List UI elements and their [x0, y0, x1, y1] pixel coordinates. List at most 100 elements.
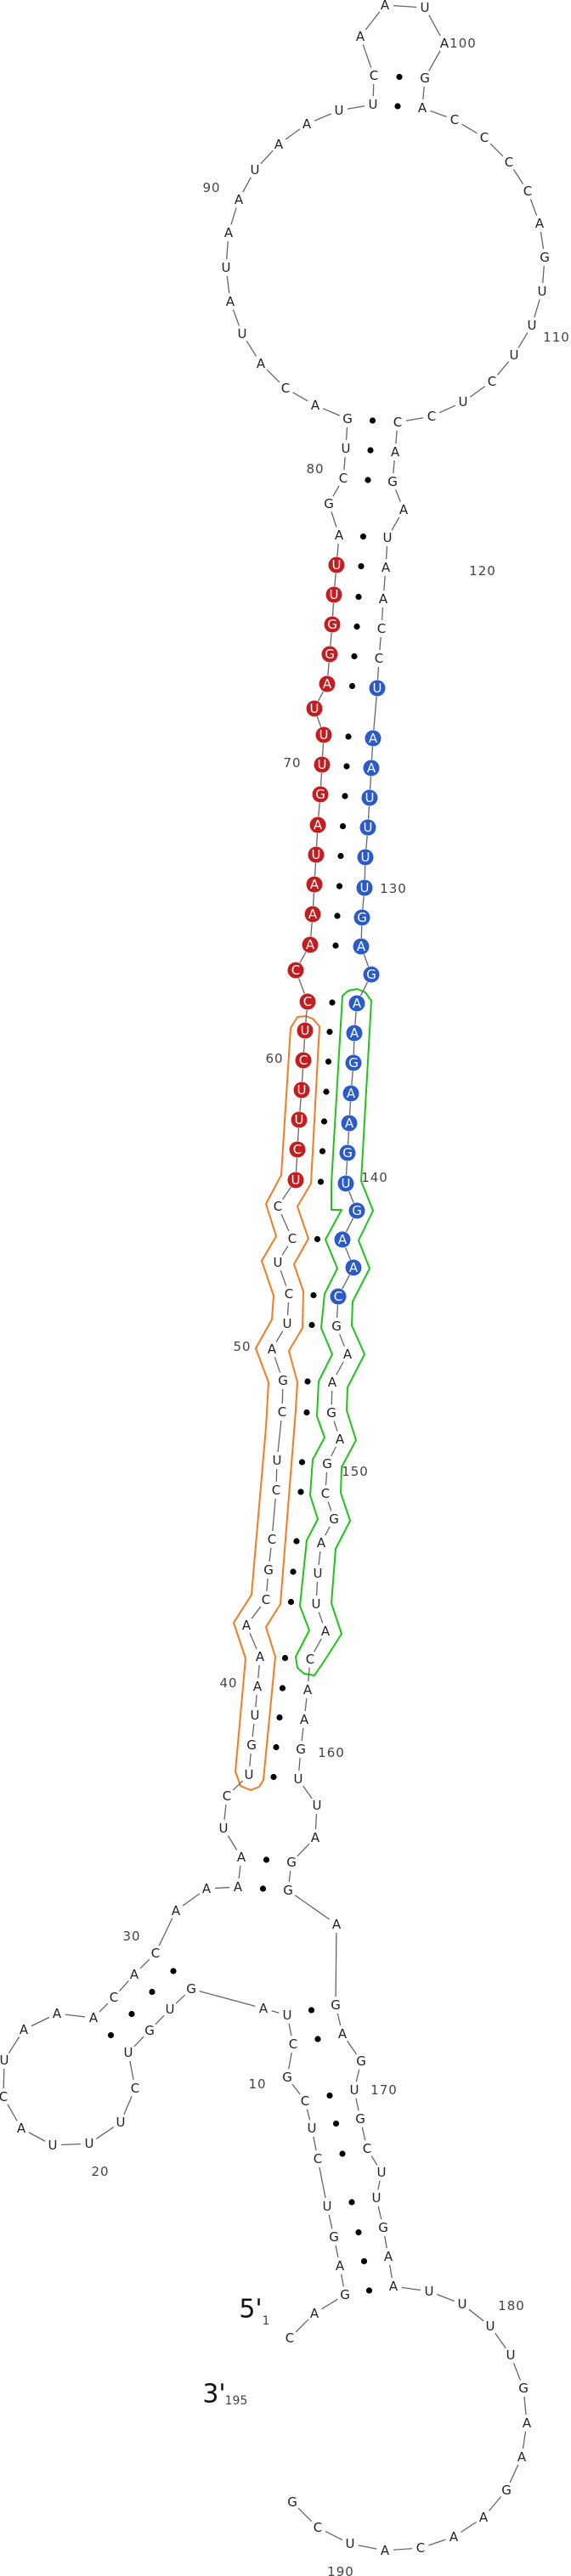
backbone-segment — [232, 1780, 244, 1791]
backbone-segment — [226, 240, 229, 260]
nucleotide-18: C — [131, 2081, 139, 2096]
backbone-segment — [199, 1990, 256, 2008]
nucleotide-101: G — [420, 71, 430, 86]
nucleotide-letter: U — [360, 880, 370, 895]
nucleotide-letter: C — [450, 112, 459, 127]
outlined-region-134-157 — [295, 988, 374, 1676]
nucleotide-letter: U — [301, 1023, 310, 1038]
backbone-segment — [269, 1547, 272, 1562]
nucleotide-letter: C — [523, 184, 532, 199]
nucleotide-letter: U — [330, 587, 339, 602]
base-pair-dot — [353, 623, 360, 630]
nucleotide-highlight — [312, 786, 329, 803]
backbone-segment — [315, 1581, 319, 1596]
nucleotide-highlight — [361, 789, 378, 806]
nucleotide-letter: C — [416, 2540, 425, 2556]
nucleotide-109: U — [538, 284, 547, 299]
nucleotide-175: G — [378, 2220, 388, 2235]
nucleotide-letter: A — [399, 502, 409, 517]
nucleotide-highlight — [321, 646, 338, 663]
backbone-segment — [271, 2010, 280, 2014]
nucleotide-letter: U — [369, 97, 378, 112]
backbone-segment — [334, 573, 336, 587]
base-pair-dot — [337, 852, 344, 860]
base-pair-dot — [332, 2120, 340, 2127]
nucleotide-letter: G — [329, 2229, 339, 2245]
backbone-segment — [428, 50, 441, 71]
backbone-segment — [365, 835, 368, 850]
backbone-segment — [342, 1274, 350, 1290]
nucleotide-155: U — [312, 1596, 321, 1612]
base-pair-dot — [359, 533, 367, 540]
nucleotide-16: G — [144, 2023, 155, 2038]
nucleotide-highlight — [339, 1144, 356, 1161]
base-pair-dot — [358, 562, 365, 570]
backbone-segment — [336, 2013, 342, 2026]
backbone-segment — [393, 460, 395, 474]
backbone-segment — [369, 776, 372, 790]
base-pair-dot — [263, 1856, 270, 1863]
nucleotide-letter: U — [251, 162, 260, 178]
nucleotide-letter: G — [342, 411, 353, 427]
nucleotide-125: A — [365, 730, 382, 747]
nucleotide-77: U — [328, 556, 345, 573]
nucleotide-letter: U — [425, 2284, 434, 2299]
backbone-segment — [274, 1357, 281, 1373]
nucleotide-letter: G — [348, 1055, 359, 1071]
nucleotide-letter: A — [357, 939, 366, 954]
nucleotide-85: A — [257, 356, 266, 371]
backbone-segment — [280, 1213, 290, 1232]
nucleotide-62: C — [299, 993, 316, 1010]
backbone-segment — [405, 417, 424, 421]
nucleotide-161: U — [294, 1771, 303, 1787]
nucleotide-letter: A — [306, 937, 315, 952]
backbone-segment — [308, 1667, 310, 1682]
nucleotide-letter: U — [295, 1112, 304, 1127]
nucleotide-letter: U — [506, 2347, 516, 2363]
backbone-segment — [328, 2214, 333, 2229]
nucleotide-letter: G — [357, 910, 367, 925]
base-pair-dot — [355, 2229, 362, 2236]
nucleotide-78: A — [335, 528, 344, 543]
nucleotide-33: A — [234, 1879, 243, 1895]
backbone-segment — [383, 575, 386, 591]
base-pair-dot — [336, 883, 343, 890]
nucleotide-highlight — [346, 1025, 363, 1042]
nucleotide-98: A — [381, 0, 390, 13]
nucleotide-letter: A — [517, 2449, 527, 2465]
five-prime-index: 1 — [263, 2314, 270, 2328]
backbone-segment — [266, 1578, 269, 1592]
backbone-segment — [395, 430, 398, 444]
nucleotide-131: G — [353, 909, 370, 926]
nucleotide-60: C — [295, 1052, 312, 1069]
position-label: 100 — [449, 36, 477, 51]
backbone-segment — [291, 2083, 301, 2095]
nucleotide-letter: A — [418, 100, 427, 116]
nucleotide-151: C — [321, 1486, 330, 1501]
nucleotide-letter: A — [300, 1712, 309, 1727]
nucleotide-letter: G — [286, 1855, 297, 1870]
nucleotide-letter: C — [288, 1231, 297, 1246]
backbone-segment — [288, 1870, 291, 1883]
position-label: 120 — [469, 563, 496, 579]
nucleotide-letter: U — [294, 1771, 303, 1787]
nucleotide-19: U — [116, 2115, 126, 2130]
backbone-segment — [299, 952, 307, 963]
nucleotide-71: U — [315, 726, 332, 743]
nucleotide-41: A — [256, 1649, 265, 1664]
position-labels: 10 20 30 40 50 60 70 80 90 100 110 120 130 140 150 160 1… — [91, 36, 568, 2576]
nucleotide-letter: U — [318, 757, 327, 772]
nucleotide-letter: A — [311, 1830, 320, 1845]
nucleotide-75: G — [324, 616, 341, 633]
nucleotide-letter: C — [363, 2141, 371, 2156]
nucleotide-129: U — [357, 849, 374, 866]
backbone-segment — [348, 1101, 352, 1116]
backbone-segment — [242, 177, 252, 193]
backbone-segment — [495, 2332, 506, 2349]
nucleotide-letter: A — [314, 817, 323, 833]
nucleotide-letter: A — [353, 996, 362, 1011]
nucleotide-29: A — [130, 1967, 139, 1982]
backbone-segment — [297, 978, 306, 994]
nucleotide-59: U — [293, 1082, 310, 1099]
nucleotide-letter: A — [235, 192, 244, 207]
